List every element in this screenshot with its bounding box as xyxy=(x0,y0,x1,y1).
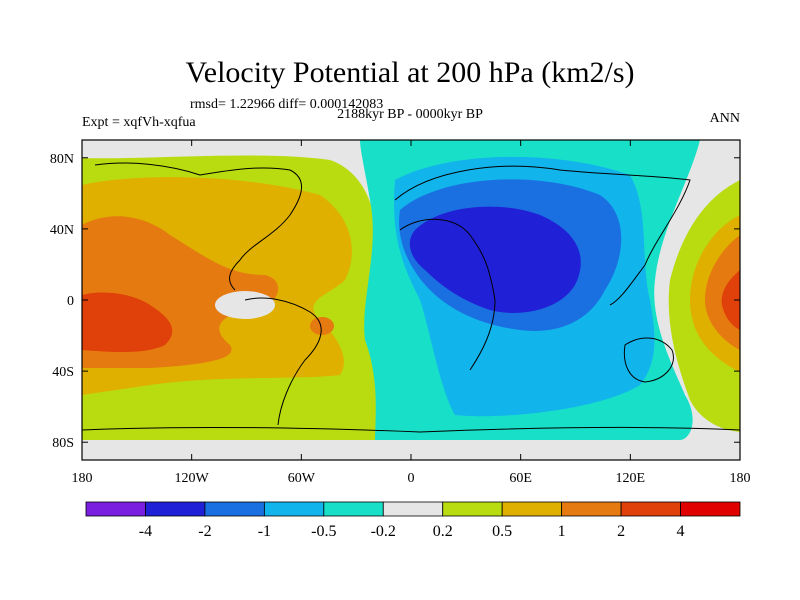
x-axis: 180 120W 60W 0 60E 120E 180 xyxy=(72,140,751,486)
colorbar-label: -0.5 xyxy=(311,523,336,540)
colorbar-swatch xyxy=(204,501,265,517)
colorbar-swatch xyxy=(620,501,681,517)
x-tick-label: 180 xyxy=(72,471,93,486)
stats-text: rmsd= 1.22966 diff= 0.000142083 xyxy=(190,97,383,112)
x-tick-label: 120W xyxy=(175,471,210,486)
experiment-label: Expt = xqfVh-xqfua xyxy=(82,115,196,130)
y-tick-label: 80N xyxy=(50,152,74,167)
coast-antarctica xyxy=(82,426,740,433)
colorbar-swatch xyxy=(561,501,622,517)
colorbar-label: -0.2 xyxy=(371,523,396,540)
band-fareast-2 xyxy=(721,270,740,330)
coastlines xyxy=(82,162,740,433)
colorbar-swatch xyxy=(323,501,384,517)
contour-field xyxy=(82,140,740,460)
band-east-neg2 xyxy=(409,206,581,313)
colorbar-swatch xyxy=(680,501,741,517)
y-tick-label: 40S xyxy=(52,365,74,380)
coast-australia xyxy=(623,337,674,383)
y-tick-label: 40N xyxy=(50,223,74,238)
coast-eurasia xyxy=(394,165,691,306)
colorbar-label: 2 xyxy=(617,523,625,540)
colorbar-label: 0.2 xyxy=(433,523,453,540)
band-west-neutral-hole xyxy=(215,291,275,319)
colorbar-swatch xyxy=(442,501,503,517)
x-tick-label: 60E xyxy=(509,471,532,486)
colorbar-swatch xyxy=(382,501,444,517)
colorbar-label: -4 xyxy=(139,523,152,540)
colorbar-label: -1 xyxy=(258,523,271,540)
y-tick-label: 0 xyxy=(67,294,74,309)
x-tick-label: 180 xyxy=(730,471,751,486)
season-label: ANN xyxy=(710,111,740,126)
y-axis: 80N 40N 0 40S 80S xyxy=(50,152,740,451)
x-tick-label: 60W xyxy=(288,471,316,486)
period-label: 2188kyr BP - 0000kyr BP xyxy=(337,107,483,122)
x-tick-label: 0 xyxy=(408,471,415,486)
y-tick-label: 80S xyxy=(52,436,74,451)
x-tick-label: 120E xyxy=(616,471,646,486)
colorbar-swatch xyxy=(501,501,563,517)
colorbar-swatch xyxy=(85,501,146,517)
colorbar-label: 0.5 xyxy=(492,523,512,540)
coast-north-america xyxy=(94,162,302,291)
colorbar: -4 -2 -1 -0.5 -0.2 0.2 0.5 1 2 4 xyxy=(85,501,741,540)
band-west-1-blob xyxy=(310,317,334,335)
band-west-2 xyxy=(82,292,173,353)
chart-title: Velocity Potential at 200 hPa (km2/s) xyxy=(185,56,634,89)
coast-south-america xyxy=(244,297,322,426)
colorbar-label: 1 xyxy=(558,523,566,540)
colorbar-label: -2 xyxy=(198,523,211,540)
coast-africa xyxy=(399,218,496,371)
colorbar-swatch xyxy=(263,501,325,517)
colorbar-swatch xyxy=(145,501,206,517)
colorbar-label: 4 xyxy=(677,523,685,540)
